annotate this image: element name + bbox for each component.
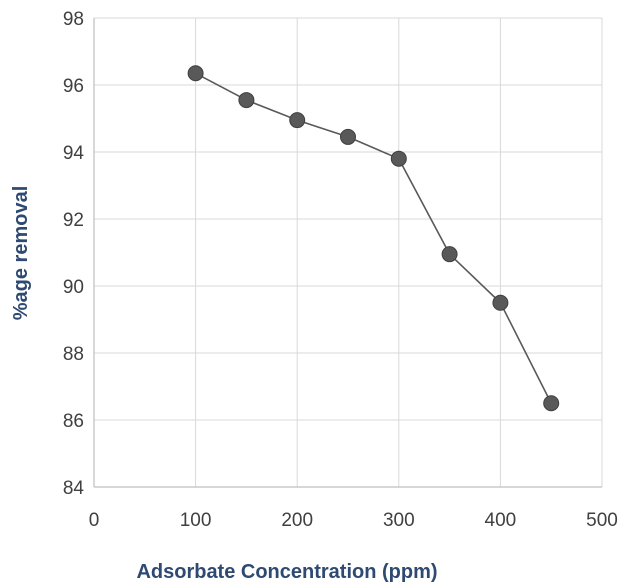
data-point: [543, 395, 560, 412]
data-point: [340, 128, 356, 145]
y-tick-label: 84: [63, 478, 85, 499]
axes: [93, 18, 602, 488]
y-tick-label: 92: [63, 210, 84, 231]
data-point: [289, 112, 306, 129]
y-tick-label: 96: [63, 76, 84, 97]
x-tick-label: 200: [281, 510, 313, 531]
x-tick-label: 100: [180, 510, 212, 531]
y-axis-title: %age removal: [10, 186, 32, 321]
y-tick-label: 94: [63, 143, 85, 164]
data-series: [187, 65, 560, 412]
x-tick-label: 500: [586, 510, 618, 531]
x-axis-title: Adsorbate Concentration (ppm): [136, 561, 437, 582]
data-point: [441, 246, 458, 263]
y-tick-label: 88: [63, 344, 84, 365]
data-point: [238, 92, 255, 109]
y-tick-label: 86: [63, 411, 84, 432]
tick-labels: 84 86 88 90 92 94 96 98 0 100 200 300 400 500: [63, 9, 618, 531]
data-point: [390, 150, 407, 167]
data-point: [492, 294, 509, 311]
grid: [94, 17, 603, 487]
x-tick-label: 300: [383, 510, 415, 531]
y-tick-label: 90: [63, 277, 84, 298]
y-tick-label: 98: [63, 9, 84, 30]
data-point: [187, 65, 204, 82]
x-tick-label: 0: [89, 510, 100, 531]
x-tick-label: 400: [485, 510, 517, 531]
series-line: [195, 72, 552, 404]
